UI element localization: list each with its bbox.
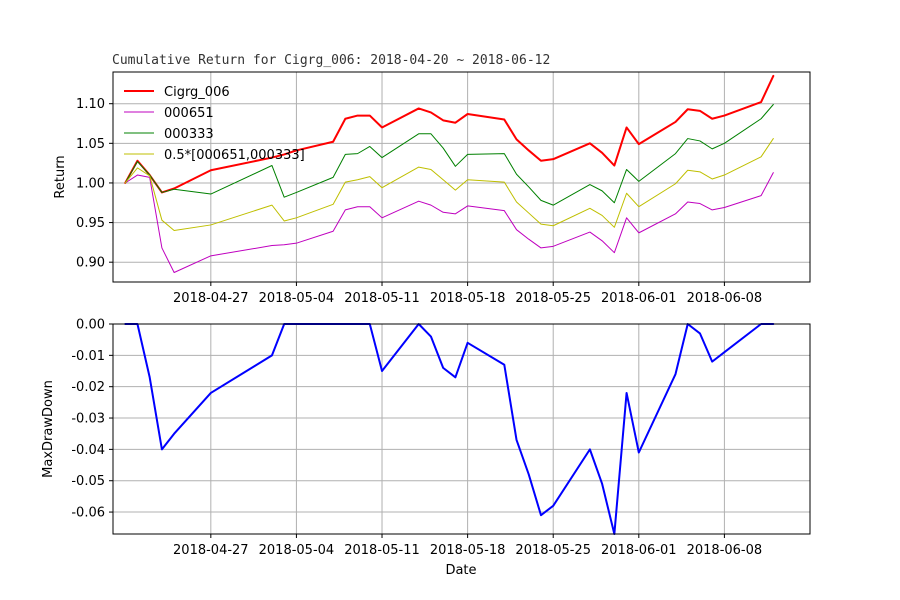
legend-item-cigrg-006: Cigrg_006 (124, 85, 230, 100)
y-tick-label: 0.95 (76, 216, 105, 231)
x-tick-label: 2018-04-27 (173, 291, 249, 306)
legend: Cigrg_006 000651 000333 0.5*[000651,0003… (124, 85, 305, 163)
series-line-3 (124, 138, 774, 231)
x-tick-label: 2018-04-27 (173, 543, 249, 558)
chart-title: Cumulative Return for Cigrg_006: 2018-04… (112, 53, 550, 68)
x-tick-label: 2018-06-01 (601, 543, 677, 558)
x-tick-label: 2018-06-01 (601, 291, 677, 306)
x-tick-label: 2018-05-11 (344, 291, 420, 306)
legend-item-000333: 000333 (124, 127, 214, 142)
x-tick-label: 2018-06-08 (687, 291, 763, 306)
top-grid (113, 72, 810, 282)
top-plot-frame (112, 71, 811, 283)
bottom-x-axis-label: Date (445, 563, 476, 578)
top-y-ticks: 0.90 0.95 1.00 1.05 1.10 (76, 97, 113, 271)
y-tick-label: -0.04 (71, 443, 105, 458)
y-tick-label: -0.03 (71, 412, 105, 427)
series-line-0 (124, 323, 775, 535)
legend-label: 000651 (164, 106, 214, 121)
bottom-plot-frame (112, 323, 811, 535)
bottom-y-axis-label: MaxDrawDown (41, 380, 56, 478)
bottom-y-ticks: 0.00 -0.01 -0.02 -0.03 -0.04 -0.05 -0.06 (71, 318, 113, 521)
max-drawdown-chart: 2018-04-27 2018-05-04 2018-05-11 2018-05-18… (41, 318, 811, 578)
legend-label: Cigrg_006 (164, 85, 230, 100)
y-tick-label: 0.00 (76, 318, 105, 333)
legend-label: 000333 (164, 127, 214, 142)
x-tick-label: 2018-05-04 (259, 291, 335, 306)
series-line-0 (124, 74, 775, 194)
legend-item-blend: 0.5*[000651,000333] (124, 148, 305, 163)
cumulative-return-chart: Cumulative Return for Cigrg_006: 2018-04… (53, 53, 811, 306)
x-tick-label: 2018-06-08 (687, 543, 763, 558)
y-tick-label: 1.05 (76, 137, 105, 152)
y-tick-label: -0.01 (71, 349, 105, 364)
legend-item-000651: 000651 (124, 106, 214, 121)
y-tick-label: -0.02 (71, 380, 105, 395)
x-tick-label: 2018-05-18 (430, 291, 506, 306)
top-y-axis-label: Return (53, 155, 68, 198)
top-x-ticks: 2018-04-27 2018-05-04 2018-05-11 2018-05-18… (173, 282, 762, 306)
legend-label: 0.5*[000651,000333] (164, 148, 305, 163)
bottom-grid (113, 323, 810, 534)
x-tick-label: 2018-05-25 (515, 543, 591, 558)
x-tick-label: 2018-05-04 (259, 543, 335, 558)
y-tick-label: 0.90 (76, 256, 105, 271)
series-line-1 (124, 172, 774, 273)
top-series (124, 74, 775, 273)
bottom-x-ticks: 2018-04-27 2018-05-04 2018-05-11 2018-05-18… (173, 534, 762, 558)
bottom-series (124, 323, 775, 535)
y-tick-label: 1.10 (76, 97, 105, 112)
series-line-2 (124, 103, 774, 206)
y-tick-label: 1.00 (76, 176, 105, 191)
y-tick-label: -0.06 (71, 506, 105, 521)
y-tick-label: -0.05 (71, 474, 105, 489)
x-tick-label: 2018-05-25 (515, 291, 591, 306)
x-tick-label: 2018-05-11 (344, 543, 420, 558)
x-tick-label: 2018-05-18 (430, 543, 506, 558)
